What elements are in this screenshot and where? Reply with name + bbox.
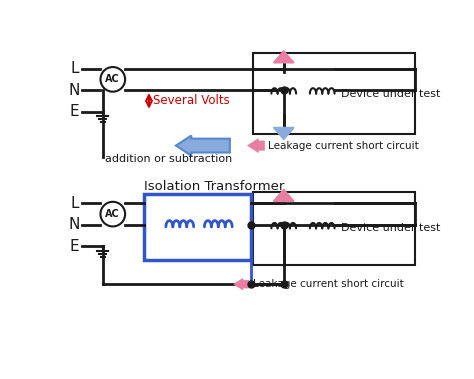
- Text: Leakage current short circuit: Leakage current short circuit: [253, 279, 404, 289]
- Bar: [253, 192, 415, 265]
- Text: N: N: [69, 83, 80, 98]
- Text: Leakage current short circuit: Leakage current short circuit: [268, 141, 419, 150]
- Circle shape: [100, 67, 125, 92]
- Bar: [144, 194, 251, 260]
- Bar: [253, 53, 415, 134]
- Text: Device under test: Device under test: [341, 223, 441, 233]
- Circle shape: [100, 202, 125, 226]
- Text: AC: AC: [105, 209, 120, 219]
- Text: addition or subtraction: addition or subtraction: [105, 154, 232, 164]
- Text: AC: AC: [105, 74, 120, 85]
- Text: L: L: [70, 196, 79, 211]
- Text: L: L: [70, 61, 79, 76]
- Text: N: N: [69, 218, 80, 232]
- FancyArrow shape: [176, 136, 230, 156]
- Text: Isolation Transformer: Isolation Transformer: [144, 180, 284, 193]
- Text: Several Volts: Several Volts: [153, 94, 229, 107]
- Text: E: E: [70, 104, 79, 119]
- Text: Device under test: Device under test: [341, 89, 441, 99]
- Text: E: E: [70, 239, 79, 254]
- FancyArrow shape: [234, 279, 249, 290]
- FancyArrow shape: [247, 139, 264, 152]
